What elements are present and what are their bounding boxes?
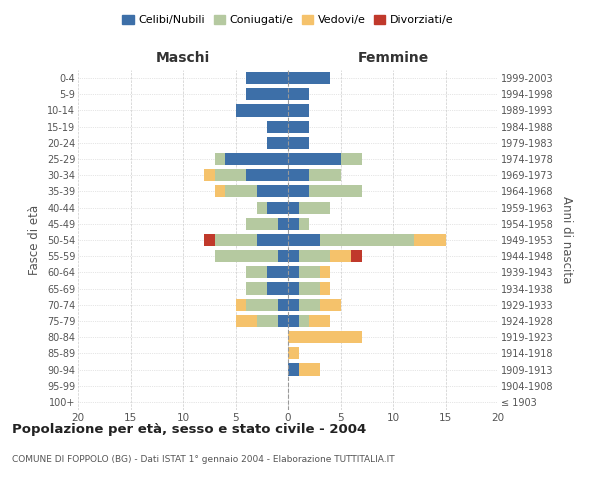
Y-axis label: Fasce di età: Fasce di età bbox=[28, 205, 41, 275]
Bar bbox=[299, 315, 309, 327]
Bar bbox=[351, 250, 361, 262]
Bar bbox=[299, 298, 320, 311]
Bar bbox=[288, 298, 299, 311]
Bar bbox=[288, 250, 299, 262]
Bar bbox=[288, 137, 309, 149]
Bar bbox=[246, 282, 267, 294]
Bar bbox=[225, 153, 288, 165]
Bar bbox=[277, 298, 288, 311]
Bar bbox=[299, 202, 330, 213]
Bar bbox=[320, 234, 414, 246]
Bar bbox=[204, 234, 215, 246]
Bar bbox=[288, 202, 299, 213]
Bar bbox=[288, 266, 299, 278]
Bar bbox=[309, 169, 341, 181]
Bar bbox=[309, 315, 330, 327]
Bar bbox=[267, 202, 288, 213]
Bar bbox=[414, 234, 445, 246]
Bar bbox=[288, 348, 299, 360]
Bar bbox=[288, 234, 320, 246]
Bar bbox=[246, 72, 288, 84]
Bar bbox=[235, 298, 246, 311]
Bar bbox=[235, 104, 288, 117]
Text: Femmine: Femmine bbox=[358, 51, 428, 65]
Bar bbox=[267, 266, 288, 278]
Bar bbox=[288, 72, 330, 84]
Bar bbox=[288, 104, 309, 117]
Y-axis label: Anni di nascita: Anni di nascita bbox=[560, 196, 573, 284]
Bar bbox=[288, 282, 299, 294]
Bar bbox=[215, 234, 257, 246]
Bar bbox=[235, 315, 257, 327]
Bar bbox=[215, 250, 277, 262]
Bar bbox=[288, 218, 299, 230]
Bar bbox=[299, 218, 309, 230]
Bar bbox=[309, 186, 361, 198]
Bar bbox=[257, 315, 277, 327]
Bar bbox=[246, 169, 288, 181]
Bar bbox=[330, 250, 351, 262]
Bar bbox=[341, 153, 361, 165]
Text: COMUNE DI FOPPOLO (BG) - Dati ISTAT 1° gennaio 2004 - Elaborazione TUTTITALIA.IT: COMUNE DI FOPPOLO (BG) - Dati ISTAT 1° g… bbox=[12, 455, 395, 464]
Bar bbox=[320, 282, 330, 294]
Bar bbox=[215, 153, 225, 165]
Bar bbox=[288, 364, 299, 376]
Bar bbox=[277, 218, 288, 230]
Bar bbox=[288, 169, 309, 181]
Bar bbox=[288, 331, 361, 343]
Bar bbox=[299, 266, 320, 278]
Bar bbox=[257, 234, 288, 246]
Bar bbox=[246, 218, 277, 230]
Bar bbox=[257, 186, 288, 198]
Bar bbox=[246, 298, 277, 311]
Text: Maschi: Maschi bbox=[156, 51, 210, 65]
Bar bbox=[257, 202, 267, 213]
Bar bbox=[267, 137, 288, 149]
Text: Popolazione per età, sesso e stato civile - 2004: Popolazione per età, sesso e stato civil… bbox=[12, 422, 366, 436]
Bar bbox=[320, 298, 341, 311]
Bar bbox=[288, 315, 299, 327]
Bar bbox=[288, 88, 309, 101]
Bar bbox=[299, 250, 330, 262]
Bar bbox=[267, 120, 288, 132]
Bar bbox=[288, 153, 341, 165]
Bar bbox=[288, 120, 309, 132]
Bar bbox=[299, 364, 320, 376]
Bar bbox=[320, 266, 330, 278]
Bar bbox=[215, 169, 246, 181]
Bar bbox=[267, 282, 288, 294]
Bar bbox=[246, 266, 267, 278]
Bar bbox=[215, 186, 225, 198]
Bar bbox=[246, 88, 288, 101]
Legend: Celibi/Nubili, Coniugati/e, Vedovi/e, Divorziati/e: Celibi/Nubili, Coniugati/e, Vedovi/e, Di… bbox=[118, 10, 458, 30]
Bar bbox=[288, 186, 309, 198]
Bar bbox=[277, 250, 288, 262]
Bar bbox=[225, 186, 257, 198]
Bar bbox=[277, 315, 288, 327]
Bar bbox=[299, 282, 320, 294]
Bar bbox=[204, 169, 215, 181]
